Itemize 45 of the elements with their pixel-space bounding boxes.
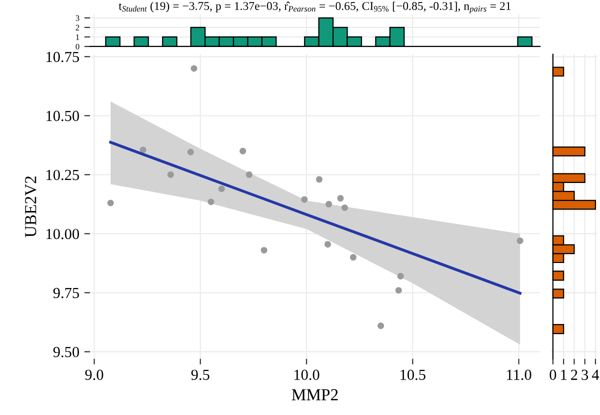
point <box>378 322 384 330</box>
y-tick-label: 0 <box>76 44 80 50</box>
point <box>324 241 331 248</box>
point <box>326 200 332 208</box>
y-tick-label: 2 <box>76 24 80 30</box>
point <box>246 171 252 178</box>
point <box>395 287 402 294</box>
point <box>337 195 344 202</box>
y-tick-label: 10.50 <box>46 110 79 122</box>
point <box>140 146 146 154</box>
x-tick-label: 10.0 <box>294 370 320 380</box>
x-tick-label: 0 <box>550 370 556 380</box>
point <box>187 148 194 156</box>
text: t$_{Student}$ (19) = −3.75, p = 1.37e−03, r̂$_{Pearson}$ = −0.65, CI$_{95%}$ [−0.85, -0.31], n$_{pairs}$ = 21 <box>118 2 511 14</box>
point <box>208 198 214 206</box>
point <box>107 200 114 206</box>
x-tick-label: 10.5 <box>400 370 426 380</box>
point <box>316 176 323 183</box>
point <box>260 246 268 254</box>
line-series <box>109 140 522 295</box>
y-tick-label: 10.25 <box>46 170 79 180</box>
point <box>240 148 246 154</box>
point <box>190 65 198 72</box>
x-tick-label: 11.0 <box>507 370 532 380</box>
y-tick-label: 1 <box>76 34 80 40</box>
point <box>341 204 348 211</box>
y-tick-label: 3 <box>76 15 80 21</box>
x-tick-label: 9.5 <box>191 370 210 380</box>
y-tick-label: 9.75 <box>53 288 79 298</box>
x-tick-label: 1 <box>561 370 566 380</box>
x-tick-label: 3 <box>582 370 588 380</box>
y-tick-label: 10.00 <box>46 228 79 240</box>
x-tick-label: 9.0 <box>85 370 104 380</box>
y-axis-title: UBE2V2 <box>25 176 36 238</box>
point <box>218 186 225 192</box>
point <box>516 238 524 244</box>
point <box>397 272 404 280</box>
x-axis-title: MMP2 <box>292 389 338 400</box>
x-tick-label: 4 <box>592 370 600 380</box>
point <box>350 254 356 261</box>
y-tick-label: 10.75 <box>46 52 79 62</box>
y-tick-label: 9.50 <box>53 346 79 358</box>
x-tick-label: 2 <box>571 370 578 380</box>
point <box>167 171 174 178</box>
point <box>301 196 308 203</box>
